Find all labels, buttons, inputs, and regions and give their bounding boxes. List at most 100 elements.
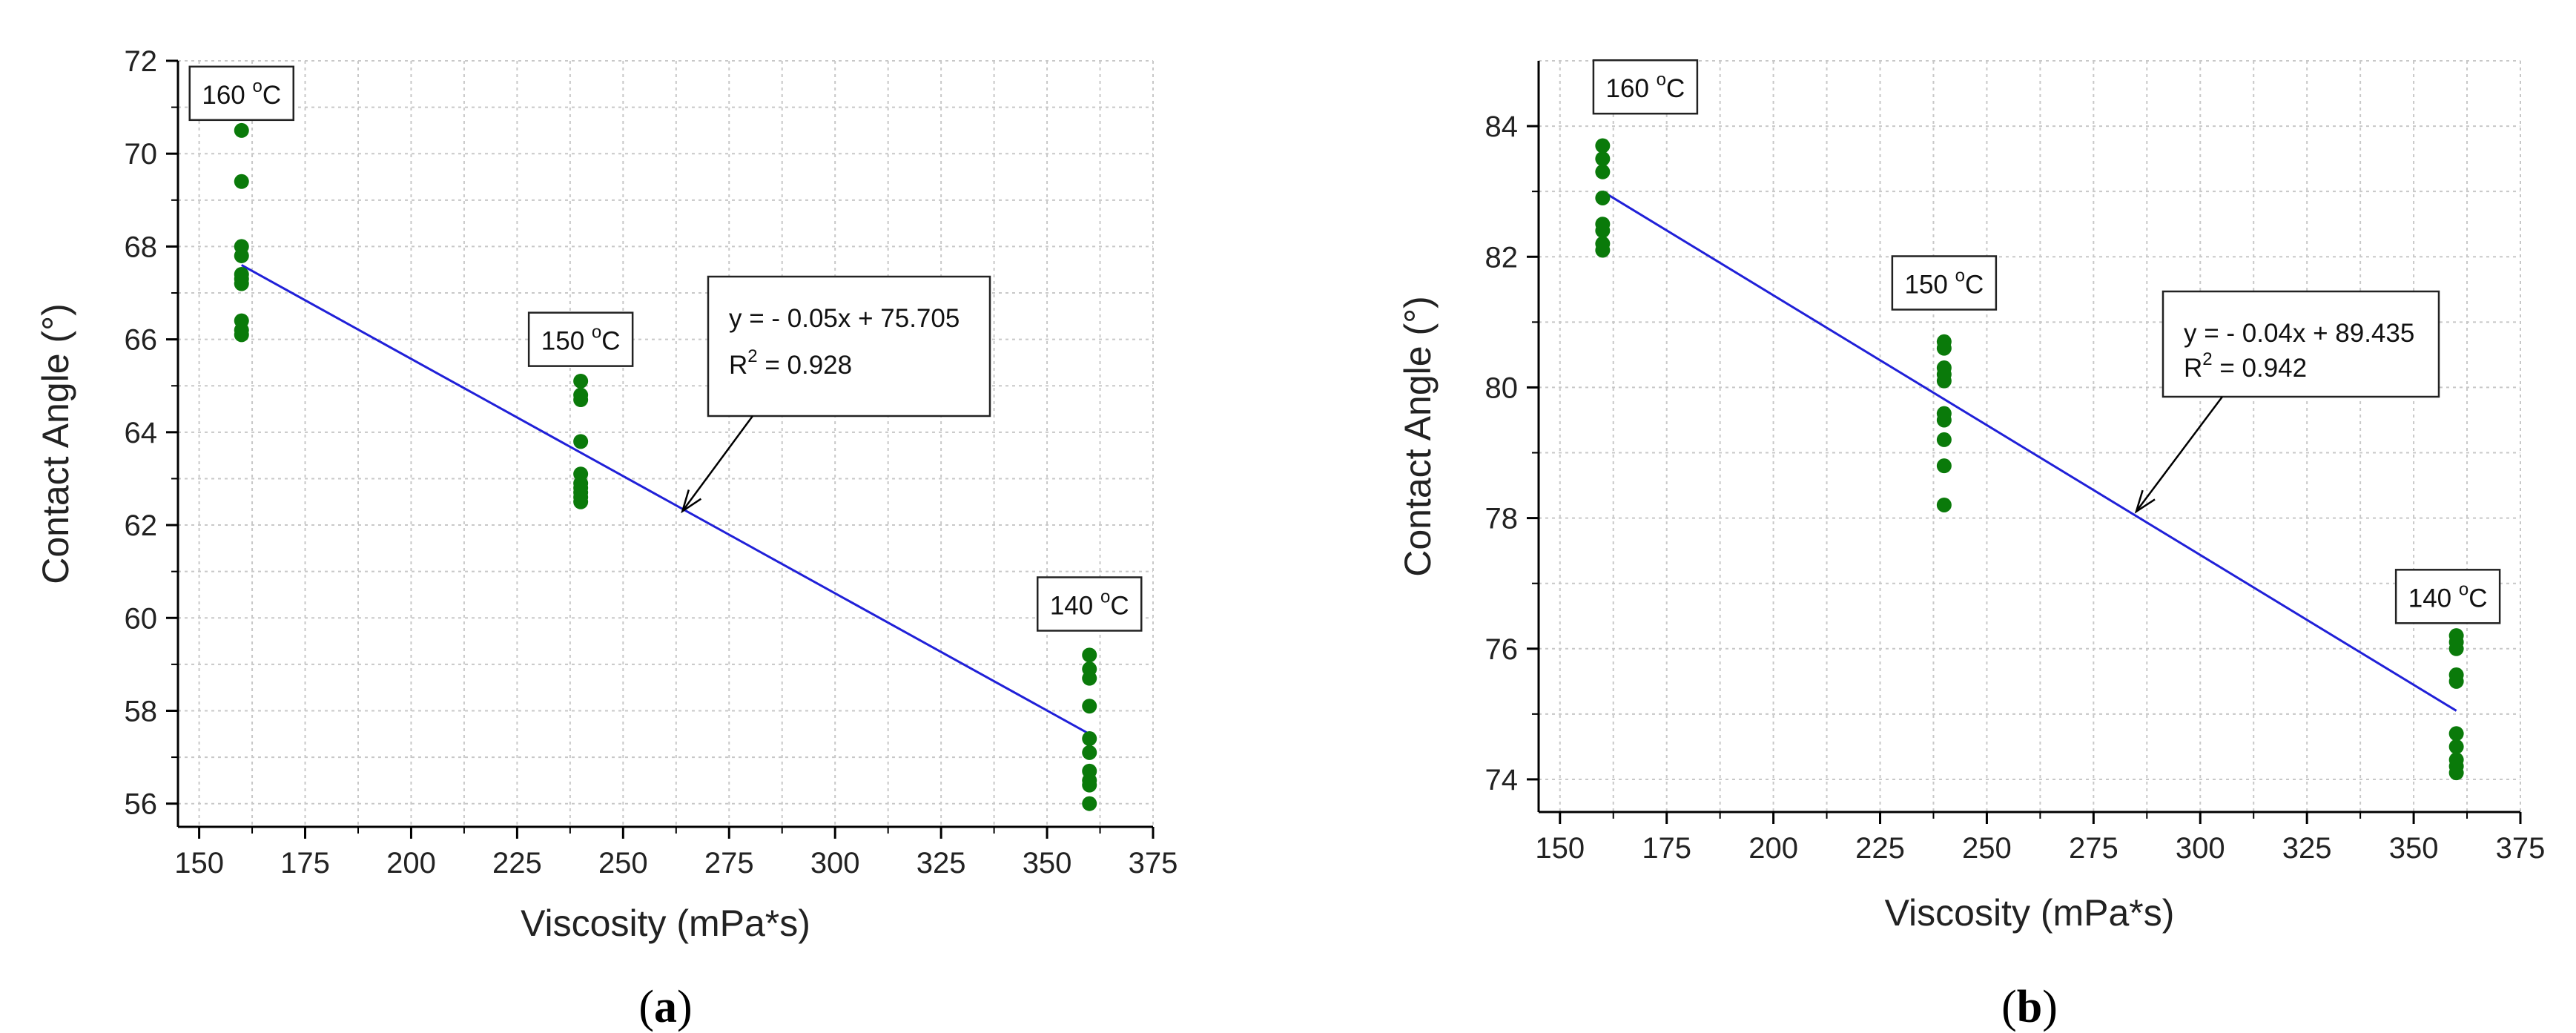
annotation-arrow-line-b [2135,396,2224,512]
x-tick-label: 225 [1855,832,1905,865]
data-point [1936,340,1952,356]
data-point [234,327,249,343]
data-point [573,434,589,449]
x-tick-label: 325 [917,847,966,879]
x-tick-label: 175 [1642,832,1691,865]
data-point [1936,373,1952,389]
data-point [1936,432,1952,447]
y-tick-label: 74 [1485,764,1519,796]
x-tick-label: 300 [2176,832,2225,865]
data-point [1595,138,1611,154]
temperature-label-box [527,311,634,367]
data-point [2448,739,2464,754]
data-point [1082,647,1097,663]
temperature-label: 160 oC [202,76,281,110]
data-point [1595,151,1611,167]
data-point [2448,641,2464,656]
data-point [234,174,249,189]
y-tick-label: 60 [125,602,158,635]
y-tick-label: 66 [125,324,158,357]
data-point [1595,242,1611,258]
y-tick-label: 84 [1485,110,1519,143]
data-point [1082,796,1097,811]
x-tick-label: 275 [704,847,754,879]
x-tick-label: 375 [2496,832,2546,865]
x-tick-label: 200 [1748,832,1798,865]
data-point [573,392,589,408]
data-point [1082,731,1097,747]
temperature-label-box [2394,569,2501,624]
regression-line-a [241,264,1090,736]
x-tick-label: 350 [1023,847,1072,879]
data-point [1082,777,1097,793]
x-tick-label: 300 [810,847,860,879]
x-tick-label: 250 [1962,832,2012,865]
x-tick-label: 225 [492,847,542,879]
equation-box-b [2161,290,2440,398]
data-point [2448,765,2464,781]
annotation-arrow-head-b [2134,489,2156,514]
r-squared: R2 = 0.928 [729,346,852,380]
temperature-label: 150 oC [541,323,621,356]
y-tick-label: 76 [1485,633,1519,666]
temperature-label-box [188,65,295,122]
y-tick-label: 70 [125,138,158,171]
data-point [573,494,589,509]
regression-equation: y = - 0.04x + 89.435 [2184,319,2414,348]
y-tick-label: 64 [125,417,158,449]
data-point [1082,670,1097,686]
data-point [234,248,249,263]
x-axis-title-a: Viscosity (mPa*s) [521,902,810,944]
chart-panel-b: 150 175 200 225 250 275 300 325 350 375 74 76 78 80 82… [1288,0,2576,1033]
regression-line-b [1602,190,2457,712]
gridlines-b [1539,60,2521,812]
annotation-arrow-line-a [681,415,754,512]
data-point [2448,673,2464,689]
data-point [234,122,249,138]
y-axis-title-b: Contact Angle (°) [1397,296,1439,577]
data-point [573,373,589,389]
regression-equation: y = - 0.05x + 75.705 [729,304,960,333]
equation-box-a [707,275,991,418]
y-tick-label: 62 [125,509,158,542]
y-tick-label: 58 [125,695,158,727]
subfigure-label-a: (a) [638,982,692,1032]
x-tick-label: 150 [1535,832,1585,865]
data-point [1595,223,1611,239]
temperature-label: 140 oC [2408,579,2488,613]
data-point [1936,458,1952,474]
y-tick-label: 80 [1485,372,1519,404]
annotation-arrow-head-a [681,489,702,514]
chart-panel-a: 150 175 200 225 250 275 300 325 350 375 56 58 60 62 64… [35,45,1178,1032]
x-tick-label: 175 [280,847,330,879]
chart-b-svg: 150 175 200 225 250 275 300 325 350 375 74 76 78 80 82… [1397,59,2546,1032]
x-tick-label: 275 [2069,832,2118,865]
y-tick-label: 82 [1485,241,1519,274]
data-point [1082,745,1097,760]
subfigure-label-b: (b) [2001,982,2058,1032]
gridlines-a [178,60,1154,827]
x-tick-label: 375 [1129,847,1178,879]
temperature-label-box [1592,59,1699,115]
data-point [1082,699,1097,714]
chart-a-svg: 150 175 200 225 250 275 300 325 350 375 56 58 60 62 64… [35,45,1178,1032]
y-tick-label: 56 [125,788,158,821]
temperature-label-box [1036,576,1143,632]
data-point [1936,497,1952,512]
r-squared: R2 = 0.942 [2184,349,2307,383]
data-point [1936,412,1952,428]
temperature-label: 140 oC [1050,587,1129,620]
data-point [1595,190,1611,205]
x-tick-label: 250 [598,847,648,879]
x-tick-label: 200 [386,847,436,879]
data-point [2448,726,2464,742]
x-tick-label: 150 [174,847,224,879]
y-tick-label: 72 [125,45,158,78]
temperature-label: 160 oC [1606,70,1685,103]
y-axis-title-a: Contact Angle (°) [35,303,76,584]
y-tick-label: 68 [125,231,158,263]
temperature-label: 150 oC [1904,265,1984,299]
x-tick-label: 350 [2389,832,2439,865]
x-axis-title-b: Viscosity (mPa*s) [1885,892,2175,934]
x-tick-label: 325 [2282,832,2332,865]
